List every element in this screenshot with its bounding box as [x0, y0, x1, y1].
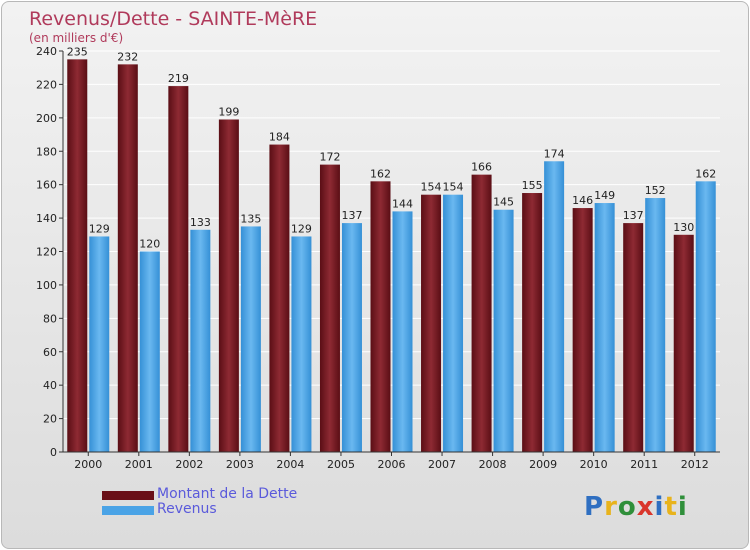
bar-dette [572, 208, 593, 452]
data-label-revenus: 144 [392, 197, 413, 210]
bar-dette [218, 119, 239, 453]
chart-unit-label: (en milliers d'€) [29, 31, 124, 45]
legend-swatch-dette [102, 491, 154, 500]
data-label-dette: 219 [168, 72, 189, 85]
logo-letter: P [584, 492, 605, 522]
data-label-revenus: 174 [544, 147, 565, 160]
data-label-dette: 235 [67, 45, 88, 58]
data-label-dette: 172 [319, 151, 340, 164]
data-label-dette: 155 [522, 179, 543, 192]
y-tick-label: 60 [43, 346, 57, 359]
proxiti-logo: Proxiti [584, 492, 688, 522]
bar-dette [168, 86, 189, 453]
bars [67, 59, 716, 453]
bar-dette [522, 193, 543, 453]
x-tick-label: 2004 [276, 458, 304, 471]
x-tick-label: 2006 [378, 458, 406, 471]
data-label-dette: 146 [572, 194, 593, 207]
data-label-revenus: 149 [594, 189, 615, 202]
bar-dette [117, 64, 138, 452]
bar-revenus [594, 203, 615, 452]
data-label-revenus: 152 [645, 184, 666, 197]
data-label-revenus: 120 [139, 238, 160, 251]
data-label-dette: 162 [370, 167, 391, 180]
x-tick-label: 2005 [327, 458, 355, 471]
legend-swatch-revenus [102, 506, 154, 515]
axes: 0 20 40 60 80 100 120 140 160 180 200 220 240 2000 200… [36, 45, 720, 471]
y-tick-label: 240 [36, 45, 57, 58]
y-tick-label: 0 [50, 446, 57, 459]
data-labels: 235 129 232 120 219 133 199 135 184 129 172 137 162 1… [67, 45, 716, 250]
x-tick-label: 2010 [580, 458, 608, 471]
data-label-dette: 232 [117, 50, 138, 63]
data-label-revenus: 129 [291, 222, 312, 235]
bar-revenus [190, 229, 211, 452]
bar-revenus [645, 198, 666, 452]
bar-dette [67, 59, 88, 453]
data-label-dette: 199 [218, 106, 239, 119]
data-label-dette: 137 [623, 209, 644, 222]
data-label-revenus: 154 [443, 181, 464, 194]
bar-revenus [443, 194, 464, 453]
data-label-revenus: 145 [493, 196, 514, 209]
logo-letter: r [604, 492, 618, 522]
bar-revenus [139, 251, 160, 452]
x-tick-label: 2011 [630, 458, 658, 471]
logo-letter: o [617, 492, 637, 522]
x-tick-label: 2000 [74, 458, 102, 471]
bar-dette [421, 194, 442, 453]
bar-dette [269, 144, 290, 453]
data-label-dette: 166 [471, 161, 492, 174]
bar-revenus [392, 211, 413, 452]
y-tick-label: 100 [36, 279, 57, 292]
data-label-revenus: 133 [190, 216, 211, 229]
x-tick-label: 2012 [681, 458, 709, 471]
bar-revenus [89, 236, 110, 452]
bar-revenus [544, 161, 565, 452]
chart-title: Revenus/Dette - SAINTE-MèRE [29, 8, 318, 30]
y-tick-label: 40 [43, 379, 57, 392]
data-label-revenus: 129 [89, 222, 110, 235]
x-tick-label: 2007 [428, 458, 456, 471]
bar-dette [623, 223, 644, 452]
y-tick-label: 120 [36, 246, 57, 259]
y-tick-label: 140 [36, 212, 57, 225]
y-tick-label: 20 [43, 413, 57, 426]
bar-dette [319, 164, 340, 452]
x-tick-label: 2001 [125, 458, 153, 471]
logo-letter: x [636, 492, 655, 522]
x-tick-label: 2003 [226, 458, 254, 471]
bar-revenus [341, 223, 362, 452]
y-tick-label: 180 [36, 145, 57, 158]
data-label-revenus: 135 [240, 212, 261, 225]
legend-label-dette: Montant de la Dette [157, 486, 298, 502]
y-tick-label: 200 [36, 112, 57, 125]
x-tick-label: 2008 [479, 458, 507, 471]
bar-dette [471, 174, 492, 452]
logo-letter: i [677, 492, 688, 522]
gridlines [63, 50, 720, 453]
data-label-dette: 130 [673, 221, 694, 234]
bar-revenus [493, 209, 514, 452]
data-label-revenus: 137 [341, 209, 362, 222]
bar-dette [673, 234, 694, 452]
bar-revenus [695, 181, 716, 452]
logo-letter: i [654, 492, 665, 522]
x-tick-label: 2002 [175, 458, 203, 471]
data-label-dette: 184 [269, 131, 290, 144]
data-label-revenus: 162 [695, 167, 716, 180]
y-tick-label: 160 [36, 179, 57, 192]
y-tick-label: 220 [36, 78, 57, 91]
x-tick-label: 2009 [529, 458, 557, 471]
bar-revenus [240, 226, 261, 452]
legend-label-revenus: Revenus [157, 501, 217, 517]
bar-dette [370, 181, 391, 452]
y-tick-label: 80 [43, 312, 57, 325]
bar-revenus [291, 236, 312, 452]
data-label-dette: 154 [421, 181, 442, 194]
logo-letter: t [664, 492, 678, 522]
